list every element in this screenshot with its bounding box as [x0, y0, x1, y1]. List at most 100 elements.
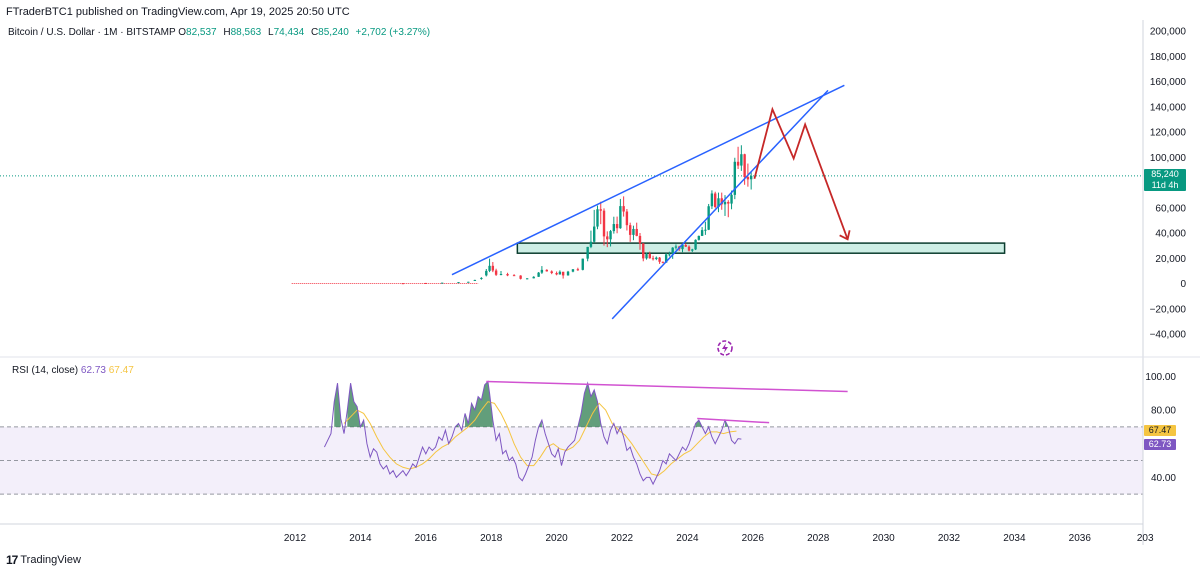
time-tick-label: 2032: [938, 533, 961, 544]
candle-body: [720, 198, 723, 205]
candle-body: [499, 274, 503, 276]
symbol-title[interactable]: Bitcoin / U.S. Dollar · 1M · BITSTAMP: [8, 27, 176, 38]
candle-body: [717, 198, 720, 207]
candle-body: [512, 275, 516, 277]
change-value: +2,702 (+3.27%): [355, 27, 431, 38]
price-tick-label: 60,000: [1155, 203, 1186, 214]
price-tick-label: 120,000: [1150, 128, 1187, 139]
candle-body: [697, 235, 701, 240]
candle-body: [586, 246, 589, 259]
price-tick-label: 0: [1180, 279, 1186, 290]
candle-body: [664, 254, 668, 263]
price-tick-label: 20,000: [1155, 254, 1186, 265]
candle-body: [736, 161, 740, 166]
time-tick-label: 2026: [742, 533, 765, 544]
replay-icon[interactable]: [716, 339, 734, 357]
price-tick-label: −40,000: [1150, 330, 1187, 341]
time-tick-label: 203: [1137, 533, 1154, 544]
price-tick-label: 40,000: [1155, 229, 1186, 240]
candle-body: [424, 282, 427, 284]
candle-body: [596, 209, 599, 227]
price-tick-label: 180,000: [1150, 52, 1187, 63]
open-label: O: [178, 27, 187, 38]
candle-body: [457, 282, 460, 284]
candle-body: [743, 154, 746, 178]
candle-body: [532, 276, 535, 279]
candle-body: [674, 246, 678, 248]
time-tick-label: 2016: [415, 533, 438, 544]
rsi-tick-label: 100.00: [1145, 372, 1176, 383]
rsi-divergence-long: [486, 380, 848, 393]
candle-body: [684, 244, 687, 247]
zones: [516, 242, 1006, 254]
candle-body: [632, 228, 635, 235]
candle-body: [628, 225, 632, 235]
candle-body: [545, 269, 548, 272]
candle-body: [589, 241, 593, 247]
candle-body: [704, 229, 707, 231]
candle-body: [615, 224, 619, 229]
candle-body: [566, 271, 570, 276]
bar-countdown: 11d 4h: [1151, 180, 1179, 190]
candle-body: [668, 254, 671, 256]
time-tick-label: 2036: [1069, 533, 1092, 544]
candle-body: [550, 271, 553, 274]
close-label: C: [310, 27, 319, 38]
candle-body: [602, 210, 606, 237]
low-value: 74,434: [273, 27, 305, 38]
time-tick-label: 2012: [284, 533, 307, 544]
drawings: [451, 84, 851, 320]
price-tick-label: −20,000: [1150, 304, 1187, 315]
candle-body: [401, 283, 405, 285]
rsi-ma-badge: 67.47: [1144, 425, 1176, 436]
close-value: 85,240: [318, 27, 349, 38]
candle-body: [733, 161, 737, 195]
candle-body: [746, 177, 750, 180]
candle-body: [619, 206, 622, 229]
demand-zone: [516, 242, 1006, 254]
low-label: L: [268, 27, 274, 38]
last-price-value: 85,240: [1151, 169, 1179, 179]
high-value: 88,563: [230, 27, 262, 38]
candle-body: [730, 194, 733, 204]
candle-body: [700, 230, 704, 236]
projection-arrowhead: [839, 230, 851, 241]
time-tick-label: 2014: [349, 533, 372, 544]
candle-body: [537, 272, 540, 277]
tradingview-logo[interactable]: 17 TradingView: [6, 553, 81, 567]
time-tick-label: 2022: [611, 533, 634, 544]
candle-body: [740, 154, 743, 166]
candle-body: [561, 271, 565, 276]
candle-body: [558, 271, 562, 275]
rsi-badge: 62.73: [1144, 439, 1176, 450]
main-legend: Bitcoin / U.S. Dollar · 1M · BITSTAMP O8…: [8, 27, 430, 38]
candle-body: [625, 211, 629, 226]
candle-body: [612, 224, 616, 232]
candle-body: [671, 247, 674, 255]
open-value: 82,537: [186, 27, 217, 38]
price-tick-label: 160,000: [1150, 77, 1187, 88]
candle-body: [491, 265, 495, 271]
tv-mark-icon: 17: [6, 553, 18, 567]
upper-trendline: [451, 84, 845, 276]
price-tick-label: 140,000: [1150, 102, 1187, 113]
time-tick-label: 2024: [676, 533, 699, 544]
publish-info: FTraderBTC1 published on TradingView.com…: [6, 6, 350, 18]
candle-body: [540, 269, 544, 273]
rsi-overbought-fill: [465, 381, 493, 427]
candle-body: [681, 244, 684, 250]
price-tick-label: 200,000: [1150, 27, 1187, 38]
candle-body: [661, 261, 665, 263]
last-price-badge: 85,240 11d 4h: [1144, 169, 1186, 191]
candle-body: [506, 274, 509, 276]
time-tick-label: 2034: [1003, 533, 1026, 544]
rsi-title[interactable]: RSI (14, close): [12, 365, 79, 376]
rsi-ma-line: [343, 401, 737, 477]
candle-body: [581, 258, 584, 270]
rsi-legend-value: 62.73: [80, 365, 106, 376]
candle-body: [480, 277, 483, 279]
rsi-line: [323, 380, 742, 486]
time-tick-label: 2030: [872, 533, 895, 544]
